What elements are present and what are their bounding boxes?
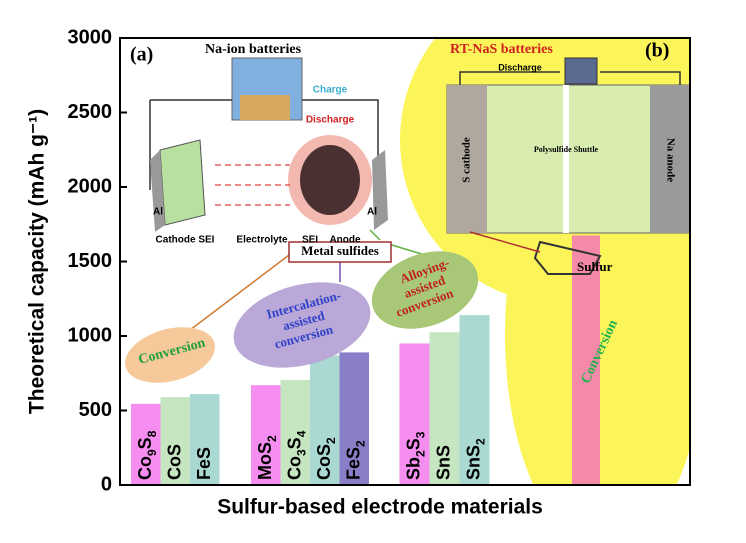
inset-a-label: Charge [313,85,348,96]
inset-title: Na-ion batteries [205,42,302,57]
power-tower [240,95,290,120]
panel-label: (a) [130,44,153,66]
bar [339,352,369,485]
x-tick-label: SnS2 [463,438,487,480]
y-tick-label: 500 [79,399,112,421]
x-tick-label: CoS [164,444,184,480]
inset-b-label: Polysulfide Shuttle [534,145,599,154]
arrows [189,229,541,331]
s-cathode [447,85,487,233]
bar [459,315,490,485]
inset-title: RT-NaS batteries [450,42,553,57]
bar [399,343,430,485]
bar [280,379,310,485]
separator [563,85,569,233]
metal-sulfides: Metal sulfides [301,243,379,258]
y-tick-label: 0 [101,473,112,495]
x-tick-label: MoS2 [255,435,279,480]
bar [429,332,460,485]
inset-a-label: SEI [302,235,318,246]
bar [131,403,161,485]
sulfur-ring [533,240,602,275]
inset-a-label: Al [153,207,163,218]
y-tick-label: 3000 [68,26,113,48]
inset-a-label: Discharge [306,115,355,126]
na-anode [650,85,690,233]
solar-panel-b [564,57,598,85]
panel-label: (b) [645,40,669,62]
inset-a-label: Al [367,207,377,218]
arrow-anode [369,229,381,241]
mechanism-ellipses [125,251,479,383]
x-axis-label: Sulfur-based electrode materials [217,496,543,519]
inset-b-label: Discharge [498,62,542,72]
inset-b [446,57,691,275]
x-tick-label: Sb2S3 [403,431,427,480]
y-tick-label: 2500 [68,101,113,123]
anode-current-collector [372,150,388,230]
inset-a [149,57,388,232]
x-tick-label: FeS2 [343,440,367,480]
circuit-b [459,71,681,85]
anode [300,145,360,215]
category-label: Sulfur [577,259,613,274]
cathode [159,139,206,226]
x-tick-label: SnS [433,445,453,480]
inset-a-label: Anode [329,235,361,246]
cathode-current-collector [150,150,165,232]
y-tick-label: 1000 [68,324,113,346]
inset-b-label: Na anode [664,138,676,182]
bar [572,235,600,485]
y-tick-label: 1500 [68,250,113,272]
ellipse-conversion [125,327,215,383]
arrow-conversion [189,254,290,331]
inset-a-label: Cathode SEI [156,235,215,246]
inset-b-label: S cathode [461,137,473,183]
bar [310,355,340,485]
bar [190,394,220,485]
inset-a-label: Electrolyte [236,235,288,246]
ellipse-intercalation [233,282,371,368]
bar [251,385,281,485]
x-tick-label: Co9S8 [135,430,159,480]
x-tick-label: Co3S4 [284,430,308,480]
ion-paths [215,164,290,206]
y-axis-label: Theoretical capacity (mAh g⁻¹) [26,109,49,414]
bar [160,397,190,485]
plot-frame [119,37,691,486]
x-tick-label: FeS [194,447,214,480]
arrow-sulfur [469,231,541,253]
ellipse-alloying [371,251,479,329]
x-tick-label: CoS2 [314,437,338,480]
y-tick-label: 2000 [68,175,113,197]
metal-sulfides-box [288,241,392,263]
